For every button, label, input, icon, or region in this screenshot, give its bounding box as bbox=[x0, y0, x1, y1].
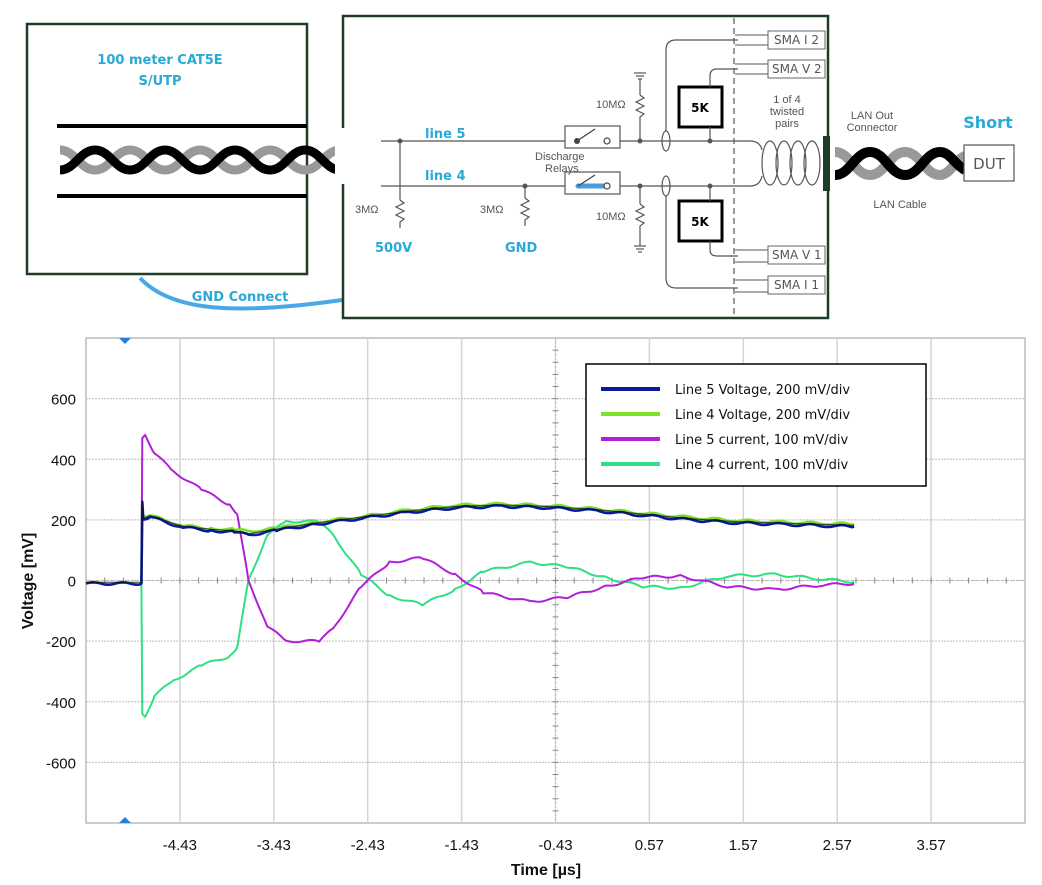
y-tick-label: 200 bbox=[51, 513, 76, 530]
legend-label: Line 5 current, 100 mV/div bbox=[675, 433, 849, 448]
cable-title-line1: 100 meter CAT5E bbox=[97, 53, 222, 68]
lan-cable-label: LAN Cable bbox=[873, 199, 926, 211]
x-tick-label: -2.43 bbox=[351, 837, 385, 854]
relay-line5-icon bbox=[564, 125, 621, 149]
x-tick-label: 2.57 bbox=[823, 837, 852, 854]
circuit-box bbox=[341, 14, 830, 320]
sma-i1-label: SMA I 1 bbox=[774, 278, 819, 292]
dut-box bbox=[963, 144, 1015, 182]
box-5k-top-label: 5K bbox=[691, 101, 709, 115]
twisted-pairs-line2: twisted bbox=[770, 106, 804, 118]
trigger-marker-bottom-icon bbox=[119, 817, 131, 823]
sma-v1-label: SMA V 1 bbox=[772, 248, 822, 262]
gnd-connect-wire bbox=[138, 276, 343, 311]
twisted-pairs-line3: pairs bbox=[775, 118, 799, 130]
legend-label: Line 4 current, 100 mV/div bbox=[675, 458, 849, 473]
box-5k-top bbox=[677, 85, 724, 129]
legend-label: Line 4 Voltage, 200 mV/div bbox=[675, 408, 850, 423]
resistor-10m-top-label: 10MΩ bbox=[596, 99, 626, 111]
box-5k-bottom bbox=[677, 199, 724, 243]
lan-out-line1: LAN Out bbox=[851, 110, 893, 122]
x-tick-label: -3.43 bbox=[257, 837, 291, 854]
sma-v2-label: SMA V 2 bbox=[772, 62, 822, 76]
box-5k-bottom-label: 5K bbox=[691, 215, 709, 229]
y-axis-label: Voltage [mV] bbox=[20, 533, 37, 630]
x-tick-label: 3.57 bbox=[916, 837, 945, 854]
relays-label-line2: Relays bbox=[545, 163, 579, 175]
x-tick-labels: -4.43 -3.43 -2.43 -1.43 -0.43 0.57 1.57 2.57 3.5… bbox=[163, 837, 946, 854]
relay-line4-icon bbox=[564, 171, 621, 195]
resistor-3m-mid-label: 3MΩ bbox=[480, 204, 504, 216]
y-tick-label: 400 bbox=[51, 452, 76, 469]
trigger-marker-top-icon bbox=[119, 338, 131, 344]
resistor-3m-left-label: 3MΩ bbox=[355, 204, 379, 216]
box-gap bbox=[335, 128, 380, 184]
twisted-pair-cable-icon bbox=[59, 145, 376, 175]
trace-4 bbox=[85, 519, 855, 718]
sma-v1-wire bbox=[709, 241, 738, 257]
y-tick-label: 0 bbox=[68, 574, 76, 591]
y-tick-label: -200 bbox=[46, 634, 76, 651]
sma-i2-label: SMA I 2 bbox=[774, 33, 819, 47]
resistor-10m-bottom-icon bbox=[634, 183, 646, 253]
resistor-3m-left-icon bbox=[394, 138, 406, 228]
x-tick-label: -0.43 bbox=[538, 837, 572, 854]
chart: 600 400 200 0 -200 -400 -600 -4.43 -3.43 -2.43 -1… bbox=[20, 337, 1026, 879]
x-tick-label: -4.43 bbox=[163, 837, 197, 854]
line4-label: line 4 bbox=[425, 169, 466, 184]
trace-2 bbox=[85, 501, 855, 586]
cable-title-line2: S/UTP bbox=[138, 74, 181, 89]
short-label: Short bbox=[963, 113, 1013, 132]
sma-i2-wire bbox=[665, 39, 738, 131]
y-tick-label: -400 bbox=[46, 695, 76, 712]
resistor-10m-bottom-label: 10MΩ bbox=[596, 211, 626, 223]
trace-3 bbox=[85, 433, 855, 644]
legend: Line 5 Voltage, 200 mV/div Line 4 Voltage… bbox=[585, 363, 927, 487]
sma-v2-wire bbox=[709, 68, 738, 87]
legend-label: Line 5 Voltage, 200 mV/div bbox=[675, 383, 850, 398]
sma-i1-wire bbox=[665, 196, 738, 289]
gnd-connect-label: GND Connect bbox=[192, 290, 289, 305]
x-axis-label: Time [µs] bbox=[511, 862, 581, 879]
source-500v-label: 500V bbox=[375, 241, 412, 256]
x-tick-label: 1.57 bbox=[729, 837, 758, 854]
lan-out-connector bbox=[823, 136, 830, 191]
y-tick-labels: 600 400 200 0 -200 -400 -600 bbox=[46, 392, 76, 773]
twisted-pair-coil-icon bbox=[749, 140, 821, 187]
dut-label: DUT bbox=[973, 155, 1006, 173]
source-gnd-label: GND bbox=[505, 241, 538, 256]
relays-label-line1: Discharge bbox=[535, 151, 585, 163]
y-tick-label: 600 bbox=[51, 392, 76, 409]
y-tick-label: -600 bbox=[46, 755, 76, 772]
x-tick-label: -1.43 bbox=[444, 837, 478, 854]
traces bbox=[85, 433, 855, 718]
resistor-10m-top-icon bbox=[634, 72, 646, 144]
trace-overlap bbox=[86, 500, 855, 583]
lan-out-line2: Connector bbox=[847, 122, 898, 134]
lan-cable-icon bbox=[834, 146, 968, 181]
line5-label: line 5 bbox=[425, 127, 466, 142]
sma-connectors bbox=[735, 30, 826, 295]
twisted-pairs-line1: 1 of 4 bbox=[773, 94, 801, 106]
x-tick-label: 0.57 bbox=[635, 837, 664, 854]
resistor-3m-mid-icon bbox=[519, 183, 531, 226]
